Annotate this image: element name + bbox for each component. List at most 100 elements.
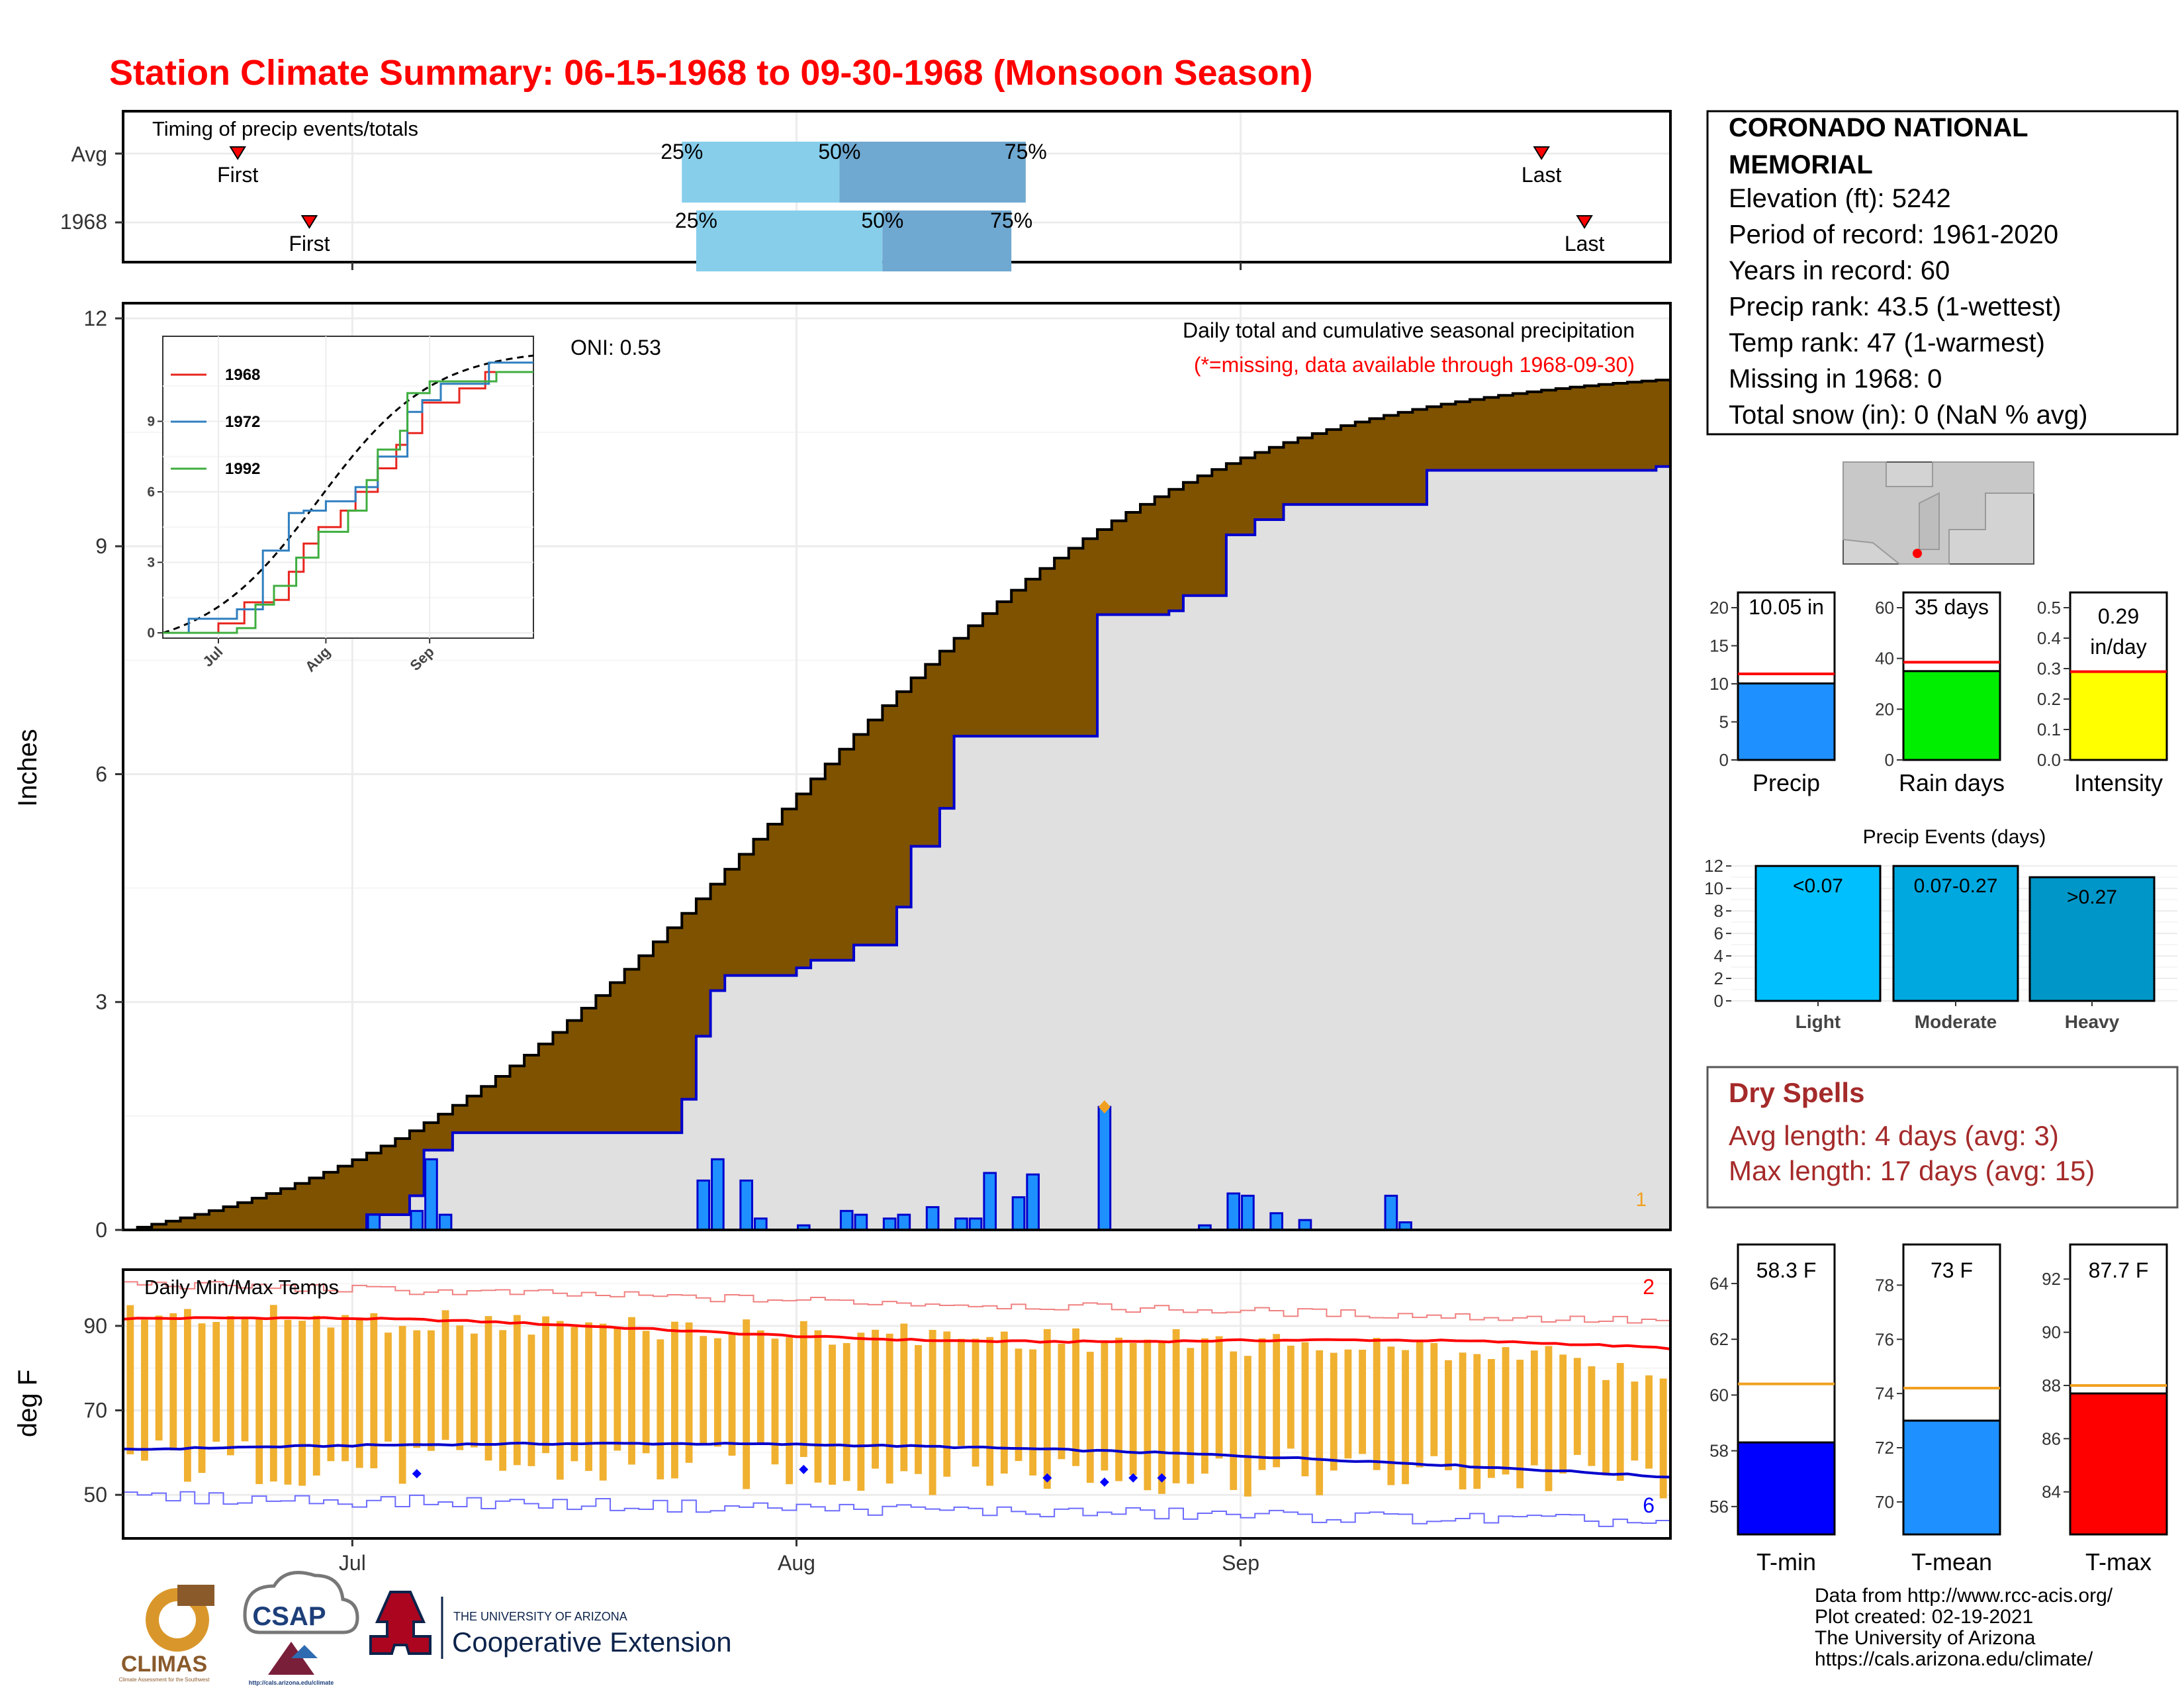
- daily-temp-range-bar: [614, 1328, 621, 1451]
- daily-temp-range-bar: [1430, 1342, 1438, 1456]
- daily-temp-range-bar: [814, 1330, 822, 1483]
- event-bar-range-label: 0.07-0.27: [1914, 875, 1998, 897]
- cumulative-difference-band: [367, 1152, 382, 1215]
- temp-summary-tick-label: 58: [1709, 1441, 1729, 1461]
- summary-bar-tick-label: 10: [1709, 674, 1729, 694]
- cumulative-difference-band: [696, 898, 711, 1037]
- cumulative-difference-band: [968, 626, 983, 737]
- inset-series-line-1972: [163, 361, 533, 634]
- cumulative-difference-band: [309, 1178, 324, 1230]
- daily-temp-range-bar: [1158, 1340, 1165, 1494]
- daily-temp-range-bar: [1144, 1339, 1152, 1491]
- credit-line: Data from http://www.rcc-acis.org/: [1815, 1585, 2113, 1607]
- daily-temp-range-bar: [1445, 1360, 1452, 1471]
- summary-bar-tick-label: 40: [1875, 649, 1894, 669]
- daily-temp-range-bar: [456, 1325, 464, 1450]
- cumulative-difference-band: [1369, 418, 1385, 505]
- temp-y-axis-label: deg F: [13, 1370, 42, 1437]
- summary-bar-tick-label: 0: [1719, 750, 1729, 770]
- temperature-summary-bars: 56 58 60 62 64 58.3 F T-min 70 72 74 76 78 73 F T-mea…: [1709, 1243, 2168, 1575]
- summary-bar-value-label-1: 0.29: [2098, 604, 2139, 628]
- cumulative-difference-band: [753, 839, 768, 976]
- dry-spells-title: Dry Spells: [1729, 1077, 1864, 1108]
- cumulative-difference-band: [1555, 388, 1571, 471]
- average-max-temp-line: [122, 1316, 1671, 1350]
- daily-temp-range-bar: [1101, 1340, 1109, 1471]
- temp-summary-tick-label: 84: [2042, 1482, 2061, 1502]
- summary-bar-tick-label: 5: [1719, 712, 1729, 732]
- timing-row-year-label: 1968: [60, 210, 107, 234]
- daily-temp-range-bar: [1000, 1331, 1008, 1474]
- daily-temp-range-bar: [1244, 1356, 1251, 1497]
- daily-temp-range-bar: [958, 1338, 965, 1446]
- dry-spells-max: Max length: 17 days (avg: 15): [1729, 1155, 2095, 1186]
- csap-logo-url: http://cals.arizona.edu/climate: [249, 1679, 334, 1686]
- cumulative-difference-band: [610, 982, 625, 1133]
- temp-summary-value-label: 58.3 F: [1756, 1258, 1817, 1282]
- event-bar-heavy: [2028, 876, 2156, 1002]
- summary-bar-value-label: 35 days: [1915, 595, 1989, 619]
- daily-temp-range-bar: [226, 1316, 234, 1456]
- record-low-marker: [412, 1469, 422, 1479]
- temp-panel: deg F Daily Min/Max Temps 2 6 50 70 90 Jul…: [13, 1268, 1672, 1575]
- timing-bar-upper-half: [882, 211, 1012, 271]
- summary-bar-tick-label: 0.2: [2037, 689, 2061, 709]
- cumulative-difference-band: [782, 809, 797, 976]
- cumulative-difference-band: [524, 1055, 539, 1133]
- cumulative-difference-band: [811, 778, 826, 961]
- daily-temp-range-bar: [728, 1333, 736, 1456]
- daily-temp-range-bar: [1602, 1380, 1610, 1476]
- cumulative-difference-band: [1097, 529, 1113, 615]
- month-axis-label: Aug: [778, 1551, 815, 1575]
- temp-summary-value-bar: [1737, 1441, 1836, 1536]
- cumulative-difference-band: [639, 955, 654, 1133]
- event-bar-range-label: <0.07: [1793, 875, 1843, 897]
- daily-precip-bar: [839, 1209, 854, 1231]
- temp-summary-tick-label: 56: [1709, 1497, 1729, 1517]
- daily-temp-range-bar: [628, 1317, 635, 1465]
- event-bar-label: Moderate: [1915, 1011, 1997, 1032]
- cumulative-difference-band: [939, 651, 955, 809]
- events-tick-label: 10: [1704, 878, 1723, 898]
- daily-temp-range-bar: [900, 1323, 908, 1472]
- summary-bar-tick-label: 0.4: [2037, 628, 2061, 648]
- daily-precip-bar: [882, 1217, 897, 1231]
- temp-summary-bar-t-max: 84 86 88 90 92 87.7 F T-max: [2042, 1243, 2168, 1575]
- temp-summary-tick-label: 76: [1875, 1329, 1894, 1349]
- daily-temp-range-bar: [771, 1338, 779, 1465]
- daily-temp-range-bar: [857, 1333, 865, 1491]
- cumulative-difference-band: [1126, 512, 1141, 615]
- timing-first-label: First: [289, 232, 330, 256]
- temp-summary-tick-label: 64: [1709, 1274, 1729, 1293]
- daily-temp-range-bar: [1373, 1338, 1381, 1470]
- precip-y-tick-label: 9: [95, 534, 107, 558]
- daily-temp-range-bar: [1459, 1352, 1467, 1490]
- temp-summary-label: T-mean: [1911, 1548, 1992, 1575]
- daily-temp-range-bar: [513, 1315, 521, 1466]
- timing-pct-label: 25%: [675, 209, 717, 232]
- events-tick-label: 0: [1714, 991, 1723, 1011]
- inset-legend-label: 1968: [225, 366, 260, 384]
- daily-temp-range-bar: [255, 1317, 263, 1484]
- cumulative-difference-band: [982, 613, 998, 737]
- daily-temp-range-bar: [484, 1316, 492, 1461]
- inset-average-line: [162, 354, 534, 634]
- daily-temp-range-bar: [1545, 1346, 1553, 1491]
- timing-pct-label: 75%: [990, 209, 1032, 232]
- cumulative-difference-band: [195, 1214, 210, 1230]
- cumulative-difference-band: [997, 601, 1012, 737]
- daily-temp-range-bar: [743, 1319, 751, 1489]
- daily-temp-range-bar: [341, 1315, 349, 1462]
- cumulative-difference-band: [553, 1032, 568, 1133]
- summary-bar-rain-days: 0 20 40 60 35 days Rain days: [1875, 591, 2005, 796]
- ua-logo-small-text: THE UNIVERSITY OF ARIZONA: [453, 1610, 627, 1623]
- university-of-arizona-logo: THE UNIVERSITY OF ARIZONA Cooperative Ex…: [369, 1591, 732, 1659]
- arizona-locator-map: [1843, 461, 2034, 565]
- cumulative-difference-band: [1111, 520, 1126, 615]
- precip-subtitle: Daily total and cumulative seasonal prec…: [1183, 318, 1635, 342]
- precip-y-tick-label: 6: [95, 762, 107, 786]
- daily-temp-range-bar: [1015, 1348, 1023, 1462]
- event-bar-label: Heavy: [2065, 1011, 2120, 1032]
